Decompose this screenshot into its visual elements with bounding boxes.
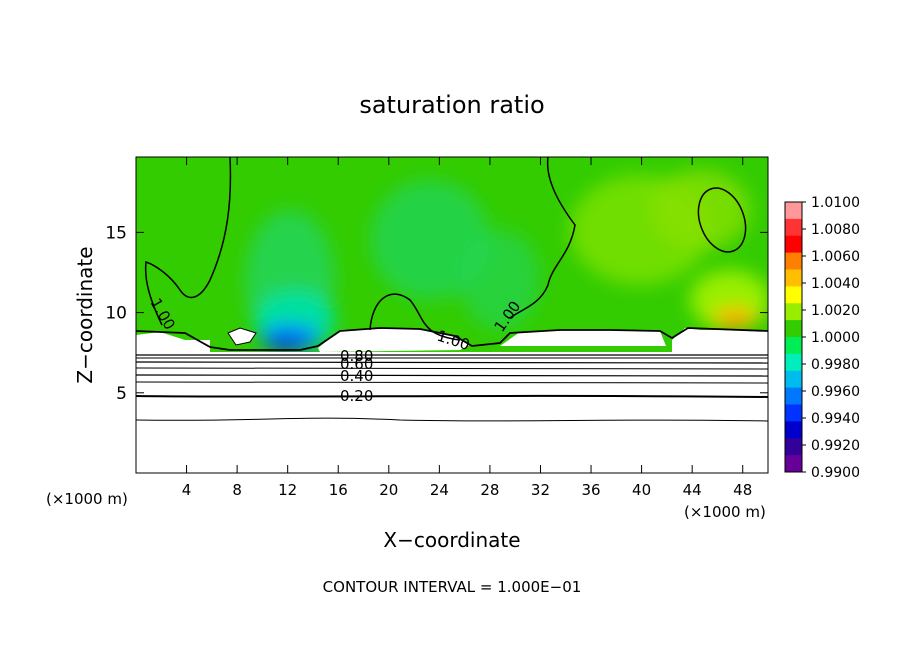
colorbar-label: 0.9940 (811, 411, 860, 427)
x-axis-label: X−coordinate (383, 528, 520, 552)
x-unit-left: (×1000 m) (46, 490, 128, 508)
x-tick-label: 16 (329, 481, 348, 499)
x-tick-label: 40 (632, 481, 651, 499)
colorbar-label: 0.9980 (811, 357, 860, 373)
colorbar-cells (785, 202, 802, 473)
colorbar-cell (785, 337, 802, 355)
cloud-hole-1 (227, 327, 257, 346)
colorbar-cell (785, 218, 802, 237)
contour-interval-note: CONTOUR INTERVAL = 1.000E−01 (323, 578, 582, 596)
colorbar-cell (785, 421, 802, 439)
colorbar-label: 1.0080 (811, 222, 860, 238)
contour-label: 0.20 (340, 387, 373, 405)
colorbar-label: 1.0100 (811, 195, 860, 211)
contour-0.10 (136, 417, 768, 422)
region-subsat-min (265, 338, 305, 350)
colorbar-label: 0.9900 (811, 465, 860, 481)
colorbar-cell (785, 404, 802, 422)
contour-lines (136, 157, 768, 422)
y-tick-label: 15 (105, 223, 127, 243)
contour-label: 0.40 (340, 367, 373, 385)
contour-1.00-a (144, 157, 232, 326)
plot-area: 1.00 1.00 1.00 0.80 0.60 0.40 0.20 (136, 157, 768, 473)
x-unit-right: (×1000 m) (684, 503, 766, 521)
plot-frame (135, 156, 769, 474)
subsaturated-region (136, 352, 768, 473)
x-tick-label: 32 (531, 481, 550, 499)
colorbar-label: 1.0020 (811, 303, 860, 319)
cloud-boundary (136, 327, 768, 351)
x-tick-label: 12 (278, 481, 297, 499)
region-slight-subsat-3 (370, 180, 490, 300)
colorbar-cell (785, 269, 802, 287)
y-axis: 5 10 15 (105, 223, 768, 404)
contour-0.20 (136, 394, 768, 398)
colorbar-label: 0.9960 (811, 384, 860, 400)
chart-title: saturation ratio (359, 91, 544, 119)
colorbar-label: 1.0040 (811, 276, 860, 292)
colorbar-cell (785, 286, 802, 304)
contour-0.80 (136, 354, 768, 356)
colorbar-cell (785, 353, 802, 372)
contour-0.60 (136, 361, 768, 364)
colorbar-cell (785, 387, 802, 405)
cloud-hole-2 (318, 328, 470, 352)
x-tick-label: 44 (683, 481, 702, 499)
cloud-hole-3 (500, 330, 666, 346)
colorbar-cell (785, 370, 802, 389)
colorbar-label: 0.9920 (811, 438, 860, 454)
colorbar-cell (785, 235, 802, 254)
y-tick-label: 10 (105, 304, 127, 324)
colorbar-cell (785, 252, 802, 270)
contour-1.00-b (509, 157, 576, 319)
region-supersat-core (723, 317, 747, 327)
colorbar: 1.0100 1.0080 1.0060 1.0040 1.0020 1.0000 0.99… (784, 195, 860, 481)
x-tick-label: 24 (430, 481, 449, 499)
colorbar-label: 1.0060 (811, 249, 860, 265)
x-tick-label: 4 (182, 481, 192, 499)
x-tick-label: 36 (581, 481, 600, 499)
contour-0.50 (136, 367, 768, 370)
x-tick-label: 20 (379, 481, 398, 499)
region-slight-subsat-4 (460, 230, 540, 330)
contour-0.40 (136, 374, 768, 377)
field-blobs (245, 170, 768, 352)
contour-1.00-c (369, 293, 461, 341)
x-tick-label: 48 (733, 481, 752, 499)
colorbar-cell (785, 438, 802, 456)
colorbar-cell (785, 455, 802, 473)
colorbar-cell (785, 320, 802, 338)
colorbar-labels: 1.0100 1.0080 1.0060 1.0040 1.0020 1.0000 0.99… (802, 195, 860, 481)
contour-label: 0.60 (340, 355, 373, 373)
cloud-hole-4 (672, 328, 768, 352)
y-axis-label: Z−coordinate (73, 246, 97, 383)
contour-0.70 (136, 357, 768, 359)
region-supersat-4 (650, 170, 750, 250)
contour-0.30 (136, 381, 768, 384)
colorbar-cell (785, 202, 802, 220)
contour-label: 0.80 (340, 347, 373, 365)
y-tick-label: 5 (116, 384, 127, 404)
colorbar-cell (785, 303, 802, 321)
colorbar-label: 1.0000 (811, 330, 860, 346)
x-tick-label: 8 (232, 481, 242, 499)
contour-1.00-ring (697, 187, 747, 253)
x-axis: 4 8 12 16 20 24 28 32 36 40 44 48 (182, 157, 752, 499)
x-tick-label: 28 (480, 481, 499, 499)
cloud-edge-white (136, 332, 210, 352)
